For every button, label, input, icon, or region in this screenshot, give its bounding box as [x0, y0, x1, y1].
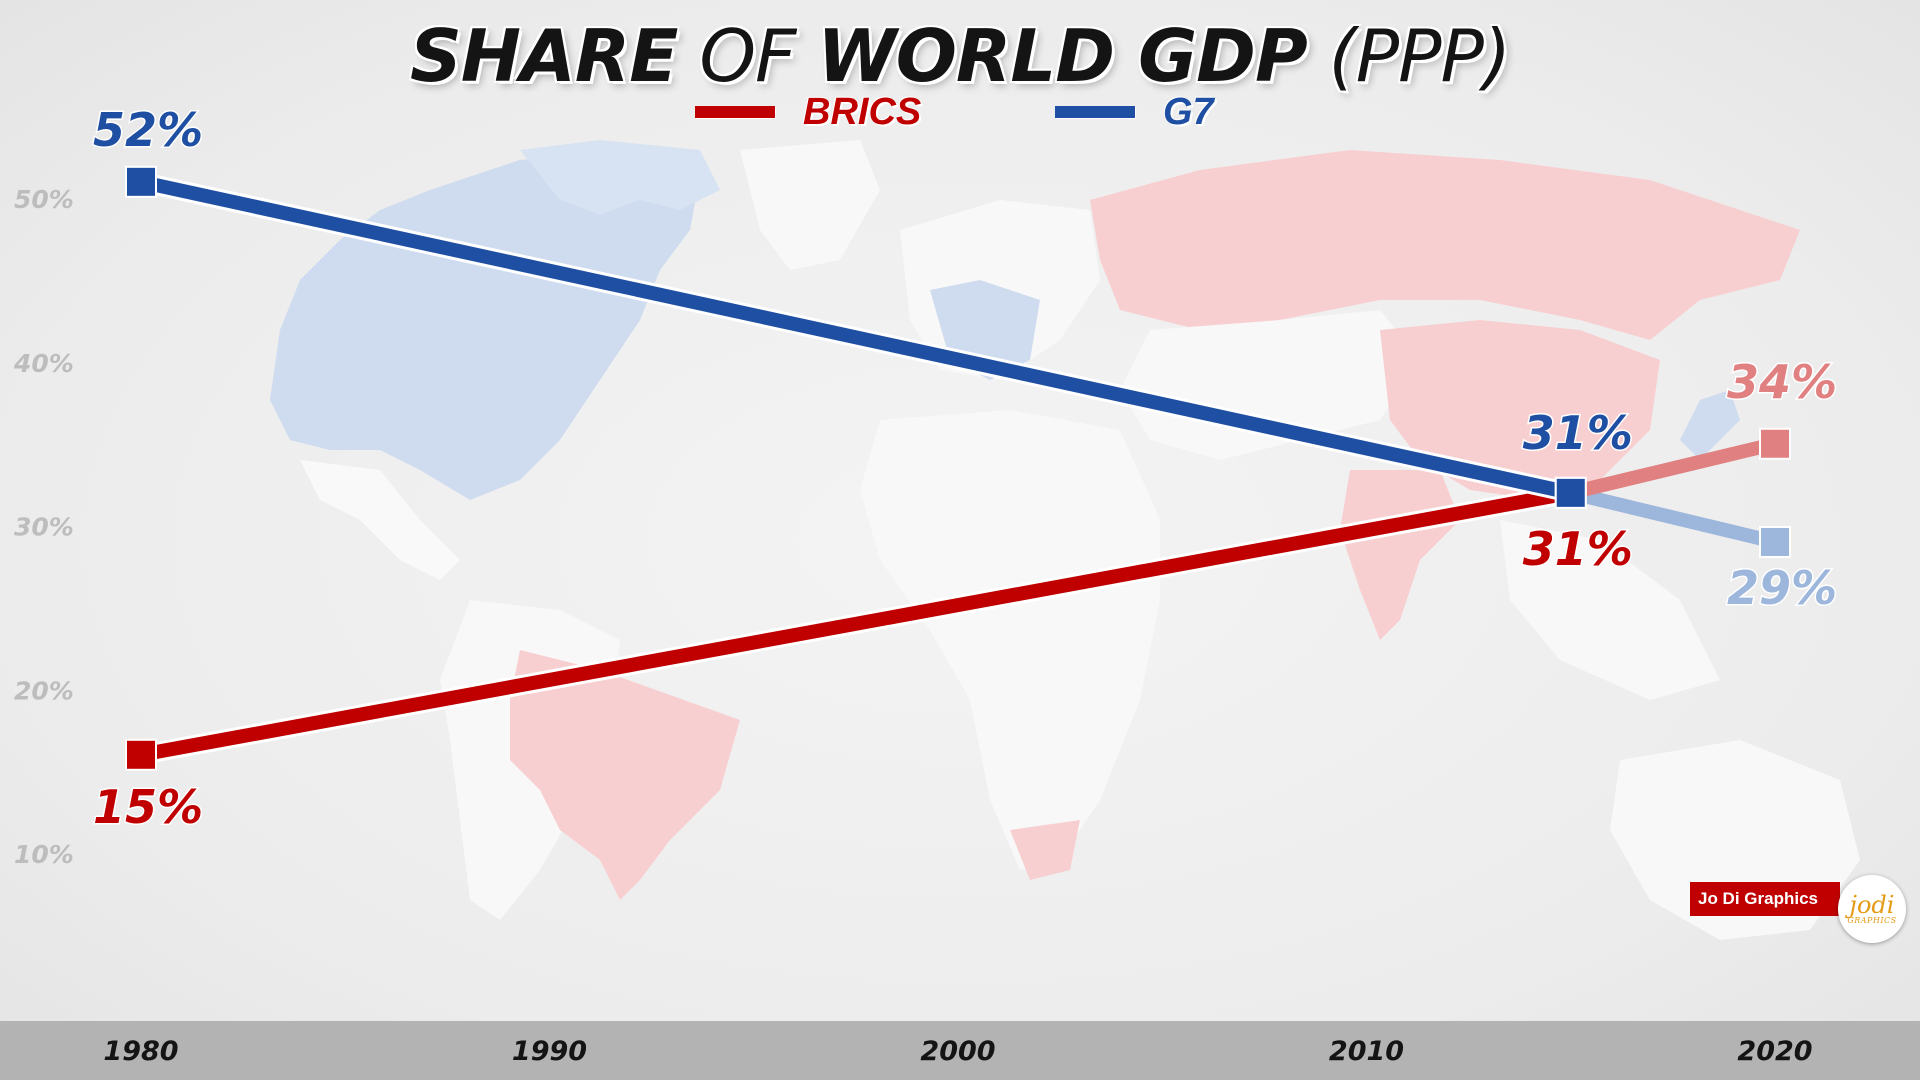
map-southeast-asia: [1500, 520, 1720, 700]
y-tick-label: 50%: [14, 185, 74, 214]
marker-brics: [1759, 427, 1791, 460]
jodi-logo: jodi GRAPHICS: [1838, 875, 1906, 943]
title-ppp: (PPP): [1328, 14, 1511, 98]
data-label-brics: 31%: [1523, 522, 1633, 576]
y-tick-label: 30%: [14, 513, 74, 542]
map-canada-islands: [520, 140, 720, 215]
legend-item-brics: BRICS: [695, 90, 922, 133]
series-line-brics: [139, 485, 1573, 762]
watermark-text: Jo Di Graphics: [1690, 882, 1840, 916]
map-japan: [1680, 390, 1740, 460]
data-label-g7: 31%: [1523, 406, 1633, 460]
series-line-g7: [139, 174, 1573, 500]
y-tick-label: 10%: [14, 840, 74, 869]
series-markers: [125, 165, 1791, 771]
legend-item-g7: G7: [1055, 90, 1214, 133]
map-africa: [860, 410, 1160, 870]
map-mexico: [300, 460, 460, 580]
marker-g7: [1759, 525, 1791, 558]
y-tick-label: 40%: [13, 349, 74, 378]
data-label-g7: 52%: [93, 103, 203, 157]
watermark: Jo Di Graphics jodi GRAPHICS: [1690, 875, 1918, 943]
title-share: SHARE: [409, 14, 678, 98]
map-south-africa: [1010, 820, 1080, 880]
data-labels: 15% 31% 34% 52% 31% 29%: [92, 101, 1839, 835]
legend-label-brics: BRICS: [803, 90, 922, 133]
title-world-gdp: WORLD GDP: [817, 14, 1307, 98]
legend-label-g7: G7: [1163, 90, 1214, 133]
map-china: [1380, 320, 1660, 500]
y-axis-ticks: 10% 20% 30% 40% 50%: [13, 185, 74, 869]
data-label-brics: 34%: [1727, 355, 1837, 409]
map-russia: [1090, 150, 1800, 340]
x-axis-band: [0, 1021, 1920, 1080]
series-lines: [138, 172, 1777, 765]
map-brazil: [510, 650, 740, 900]
chart-title: SHARE OF WORLD GDP (PPP): [0, 14, 1920, 98]
marker-g7: [125, 165, 157, 198]
data-label-g7: 29%: [1727, 561, 1837, 615]
logo-sub-text: GRAPHICS: [1847, 915, 1897, 925]
series-line-tail-g7: [1569, 486, 1777, 549]
data-label-brics: 15%: [93, 780, 203, 834]
y-tick-label: 20%: [14, 676, 74, 705]
logo-main-text: jodi: [1849, 890, 1895, 919]
title-of: OF: [699, 14, 796, 98]
map-central-asia: [1120, 310, 1420, 460]
map-greenland: [740, 140, 880, 270]
legend-swatch-brics: [695, 106, 775, 118]
legend-swatch-g7: [1055, 106, 1135, 118]
marker-g7: [1554, 476, 1587, 509]
marker-brics: [125, 738, 157, 771]
series-line-tail-brics: [1569, 436, 1777, 500]
